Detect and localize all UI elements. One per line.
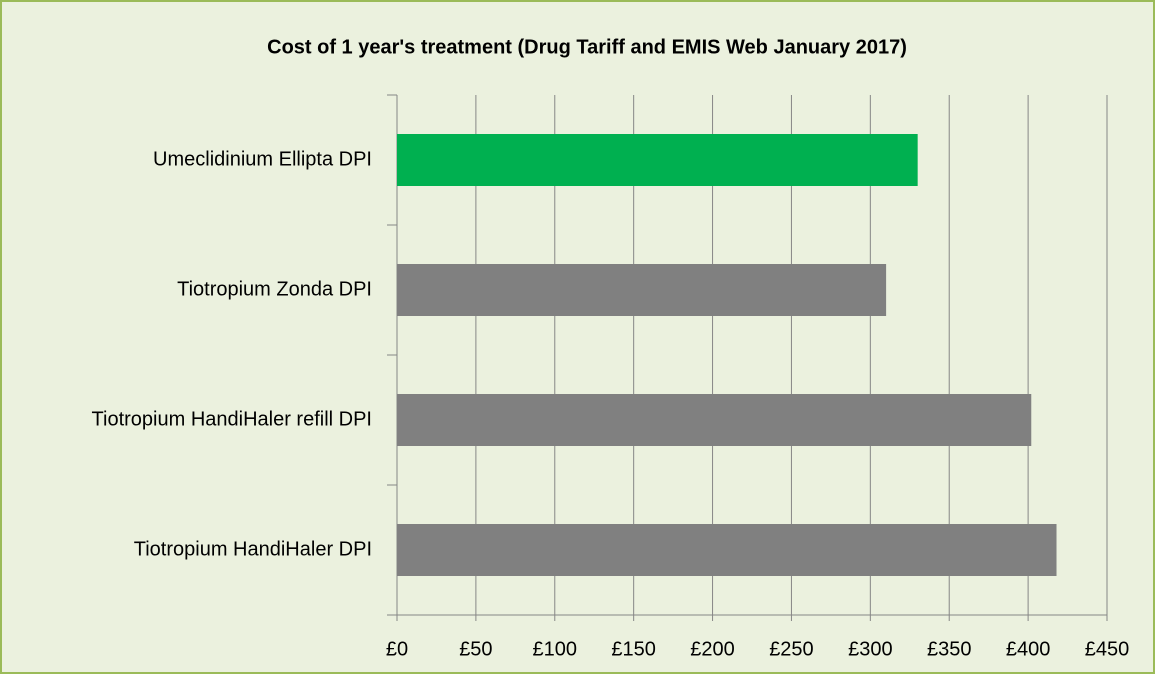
bar <box>397 394 1032 446</box>
y-tick-label: Tiotropium Zonda DPI <box>177 278 372 300</box>
x-tick-label: £400 <box>1006 638 1051 660</box>
y-tick-label: Tiotropium HandiHaler refill DPI <box>92 408 372 430</box>
y-tick-label: Tiotropium HandiHaler DPI <box>134 538 372 560</box>
x-tick-label: £50 <box>459 638 492 660</box>
bar <box>397 524 1057 576</box>
x-tick-label: £150 <box>611 638 656 660</box>
y-tick-label: Umeclidinium Ellipta DPI <box>153 148 372 170</box>
x-tick-label: £0 <box>386 638 408 660</box>
x-tick-label: £300 <box>848 638 893 660</box>
chart-title: Cost of 1 year's treatment (Drug Tariff … <box>267 36 907 58</box>
x-tick-label: £100 <box>533 638 578 660</box>
x-tick-label: £450 <box>1085 638 1130 660</box>
x-tick-label: £200 <box>690 638 735 660</box>
bar <box>397 264 887 316</box>
x-tick-label: £250 <box>769 638 814 660</box>
x-tick-label: £350 <box>927 638 972 660</box>
bar <box>397 134 918 186</box>
